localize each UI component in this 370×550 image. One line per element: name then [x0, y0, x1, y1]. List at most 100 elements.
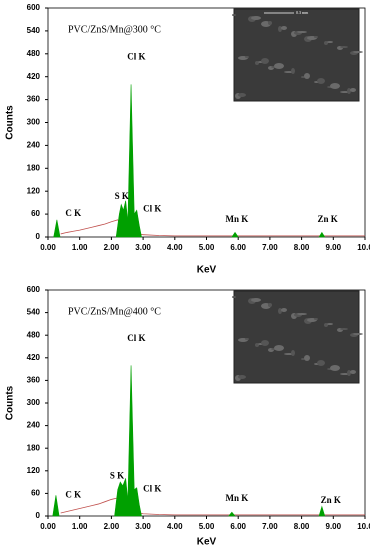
peak-label: Mn K: [226, 493, 249, 503]
y-tick-label: 540: [27, 308, 41, 317]
x-tick-label: 0.00: [40, 243, 56, 252]
sem-grain: [274, 63, 284, 69]
y-tick-label: 240: [27, 141, 41, 150]
peak-label: S K: [115, 191, 129, 201]
sem-grain: [297, 313, 307, 315]
peak-label: Mn K: [226, 214, 249, 224]
x-tick-label: 6.00: [230, 522, 246, 531]
chart-title: PVC/ZnS/Mn@300 °C: [68, 24, 161, 35]
sem-grain: [232, 14, 236, 16]
sem-grain: [245, 56, 249, 58]
y-tick-label: 600: [27, 3, 41, 12]
peak-label: C K: [65, 489, 81, 499]
x-tick-label: 3.00: [135, 243, 151, 252]
sem-grain: [278, 308, 282, 314]
sem-grain: [297, 31, 307, 33]
peak-label: S K: [110, 471, 124, 481]
y-tick-label: 420: [27, 353, 41, 362]
sem-grain: [317, 360, 325, 366]
sem-grain: [330, 365, 340, 371]
x-tick-label: 10.0: [357, 243, 370, 252]
sem-grain: [301, 358, 305, 360]
sem-grain: [330, 83, 340, 89]
scale-bar-label: 0.3 mm: [296, 10, 309, 15]
peak-label: C K: [65, 208, 81, 218]
y-tick-label: 120: [27, 466, 41, 475]
chart-title: PVC/ZnS/Mn@400 °C: [68, 306, 161, 317]
peak-label: Cl K: [143, 204, 161, 214]
sem-grain: [347, 88, 351, 94]
x-tick-label: 10.0: [357, 522, 370, 531]
y-tick-label: 180: [27, 443, 41, 452]
x-tick-label: 8.00: [294, 522, 310, 531]
y-tick-label: 60: [31, 489, 40, 498]
sem-grain: [251, 298, 261, 302]
peak-area: [318, 231, 326, 238]
sem-grain: [238, 93, 246, 97]
sem-grain: [268, 303, 272, 307]
x-tick-label: 1.00: [72, 243, 88, 252]
y-tick-label: 300: [27, 398, 41, 407]
sem-grain: [261, 340, 269, 346]
peak-label: Cl K: [143, 484, 161, 494]
x-tick-label: 9.00: [326, 522, 342, 531]
x-tick-label: 4.00: [167, 243, 183, 252]
sem-grain: [340, 328, 348, 330]
sem-grain: [304, 355, 310, 361]
sem-grain: [245, 338, 249, 340]
x-tick-label: 2.00: [104, 522, 120, 531]
x-tick-label: 2.00: [104, 243, 120, 252]
sem-grain: [327, 41, 333, 43]
sem-grain: [353, 51, 363, 53]
sem-grain: [274, 345, 284, 351]
y-axis-label: Counts: [5, 105, 16, 140]
y-tick-label: 120: [27, 186, 41, 195]
y-tick-label: 480: [27, 330, 41, 339]
sem-grain: [347, 370, 351, 376]
y-tick-label: 540: [27, 26, 41, 35]
x-axis-label: KeV: [197, 265, 217, 276]
sem-grain: [327, 323, 333, 325]
peak-label: Cl K: [127, 52, 145, 62]
y-tick-label: 0: [36, 232, 41, 241]
sem-grain: [291, 350, 295, 356]
y-tick-label: 360: [27, 376, 41, 385]
peak-area: [228, 511, 236, 517]
sem-grain: [350, 88, 356, 92]
sem-grain: [353, 333, 363, 335]
x-tick-label: 0.00: [40, 522, 56, 531]
x-tick-label: 5.00: [199, 522, 215, 531]
sem-inset: [233, 290, 360, 384]
y-tick-label: 60: [31, 209, 40, 218]
x-tick-label: 9.00: [326, 243, 342, 252]
sem-grain: [314, 318, 318, 320]
peak-label: Zn K: [317, 214, 337, 224]
sem-grain: [268, 21, 272, 25]
peak-area: [52, 495, 60, 517]
spectrum-line: [60, 497, 365, 516]
sem-grain: [304, 73, 310, 79]
sem-grain: [301, 76, 305, 78]
sem-grain: [281, 308, 287, 312]
y-tick-label: 480: [27, 49, 41, 58]
sem-grain: [291, 68, 295, 74]
peak-area: [114, 365, 142, 517]
sem-grain: [238, 375, 246, 379]
x-tick-label: 1.00: [72, 522, 88, 531]
y-tick-label: 0: [36, 511, 41, 520]
sem-grain: [317, 78, 325, 84]
x-axis-label: KeV: [197, 537, 217, 548]
x-tick-label: 7.00: [262, 243, 278, 252]
x-tick-label: 8.00: [294, 243, 310, 252]
sem-grain: [340, 46, 348, 48]
x-tick-label: 5.00: [199, 243, 215, 252]
peak-area: [115, 84, 142, 238]
sem-grain: [278, 26, 282, 32]
sem-grain: [261, 58, 269, 64]
y-tick-label: 240: [27, 421, 41, 430]
peak-area: [231, 231, 239, 238]
y-tick-label: 180: [27, 163, 41, 172]
y-tick-label: 360: [27, 95, 41, 104]
sem-inset: [233, 8, 360, 102]
